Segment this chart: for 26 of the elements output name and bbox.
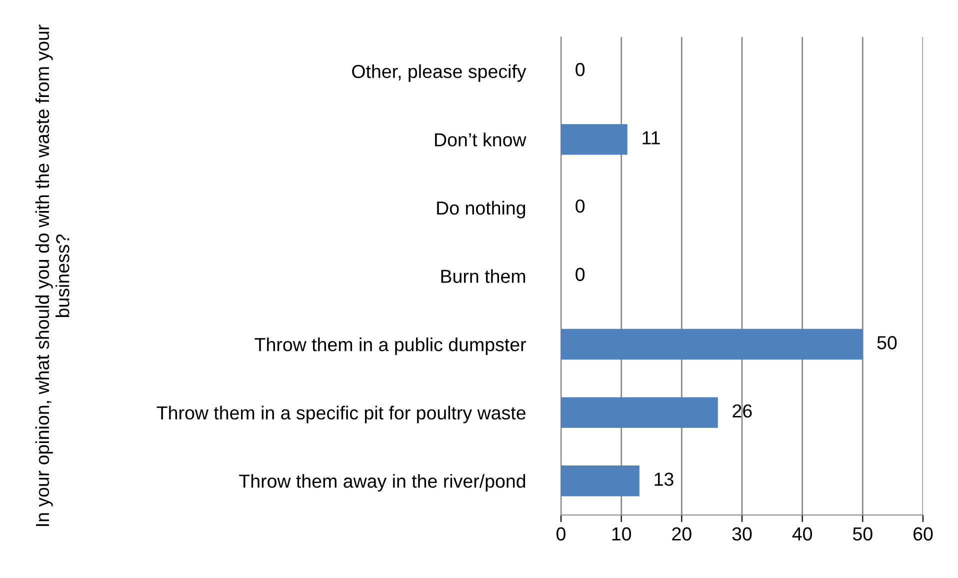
- bar: [561, 124, 628, 155]
- bar: [561, 328, 863, 360]
- y-tick-label: Don’t know: [435, 132, 526, 146]
- y-tick-label: Throw them in a public dumpster: [254, 337, 526, 355]
- data-label: 0: [576, 62, 585, 76]
- x-tick-label: 0: [556, 527, 566, 541]
- data-label: 0: [576, 268, 585, 282]
- x-tick-label: 30: [732, 527, 752, 541]
- data-label: 0: [576, 199, 585, 213]
- x-tick-label: 50: [852, 527, 872, 541]
- data-label: 50: [877, 336, 897, 350]
- data-label: 13: [654, 472, 674, 486]
- x-tick-label: 40: [792, 527, 812, 541]
- y-axis-title: In your opinion, what should you do with the waste from your business?: [35, 24, 70, 526]
- y-tick-label: Throw them away in the river/pond: [239, 474, 526, 492]
- x-tick-label: 60: [914, 527, 933, 541]
- bar: [561, 465, 640, 496]
- x-tick-label: 10: [612, 527, 632, 541]
- bar: [561, 397, 718, 428]
- data-label: 26: [732, 404, 752, 418]
- y-tick-label: Other, please specify: [352, 64, 526, 82]
- data-label: 11: [642, 131, 660, 144]
- y-tick-label: Throw them in a specific pit for poultry waste: [156, 406, 526, 424]
- y-tick-label: Do nothing: [437, 200, 526, 218]
- y-tick-label: Burn them: [441, 269, 526, 283]
- x-tick-label: 20: [672, 527, 692, 541]
